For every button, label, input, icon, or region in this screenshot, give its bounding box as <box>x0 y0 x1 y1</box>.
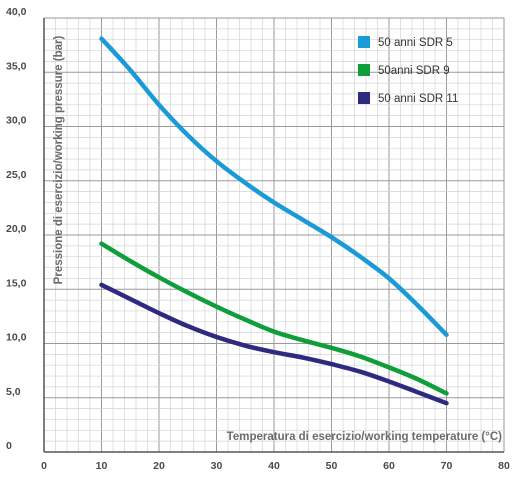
series-line-2 <box>99 241 449 396</box>
legend-swatch-2 <box>358 64 370 76</box>
x-tick-label: 50 <box>326 460 338 472</box>
x-tick-label: 70 <box>441 460 453 472</box>
x-tick-label: 40 <box>268 460 280 472</box>
y-tick-label: 0 <box>6 440 12 452</box>
legend-label-3: 50 anni SDR 11 <box>378 93 458 105</box>
legend-swatch-3 <box>358 92 370 104</box>
y-tick-label: 30,0 <box>6 115 27 127</box>
y-tick-label: 10,0 <box>6 332 27 344</box>
y-tick-label: 35,0 <box>6 60 27 72</box>
y-tick-label: 5,0 <box>6 386 21 398</box>
chart-tick-labels: 0 10 20 30 40 50 60 70 80 0 5,0 10,0 15,0 20,0 25,0 30,… <box>6 6 510 472</box>
chart-axes <box>43 18 504 453</box>
x-tick-label: 20 <box>153 460 165 472</box>
x-tick-label: 80 <box>498 460 510 472</box>
series-line-3 <box>99 282 449 406</box>
legend-swatch-1 <box>358 36 370 48</box>
legend-label-1: 50 anni SDR 5 <box>378 37 453 49</box>
y-tick-label: 25,0 <box>6 169 27 181</box>
chart-legend: 50 anni SDR 5 50anni SDR 9 50 anni SDR 11 <box>358 36 458 105</box>
y-tick-label: 40,0 <box>6 6 27 18</box>
legend-label-2: 50anni SDR 9 <box>378 65 450 77</box>
x-tick-label: 60 <box>383 460 395 472</box>
y-tick-label: 20,0 <box>6 223 27 235</box>
y-axis-label: Pressione di esercizio/working pressure … <box>53 36 65 285</box>
x-tick-label: 10 <box>96 460 108 472</box>
x-tick-label: 30 <box>211 460 223 472</box>
x-axis-label: Temperatura di esercizio/working tempera… <box>227 431 503 443</box>
chart-series <box>99 36 449 406</box>
y-tick-label: 15,0 <box>6 277 27 289</box>
series-line-1 <box>99 36 449 338</box>
x-tick-label: 0 <box>41 460 47 472</box>
